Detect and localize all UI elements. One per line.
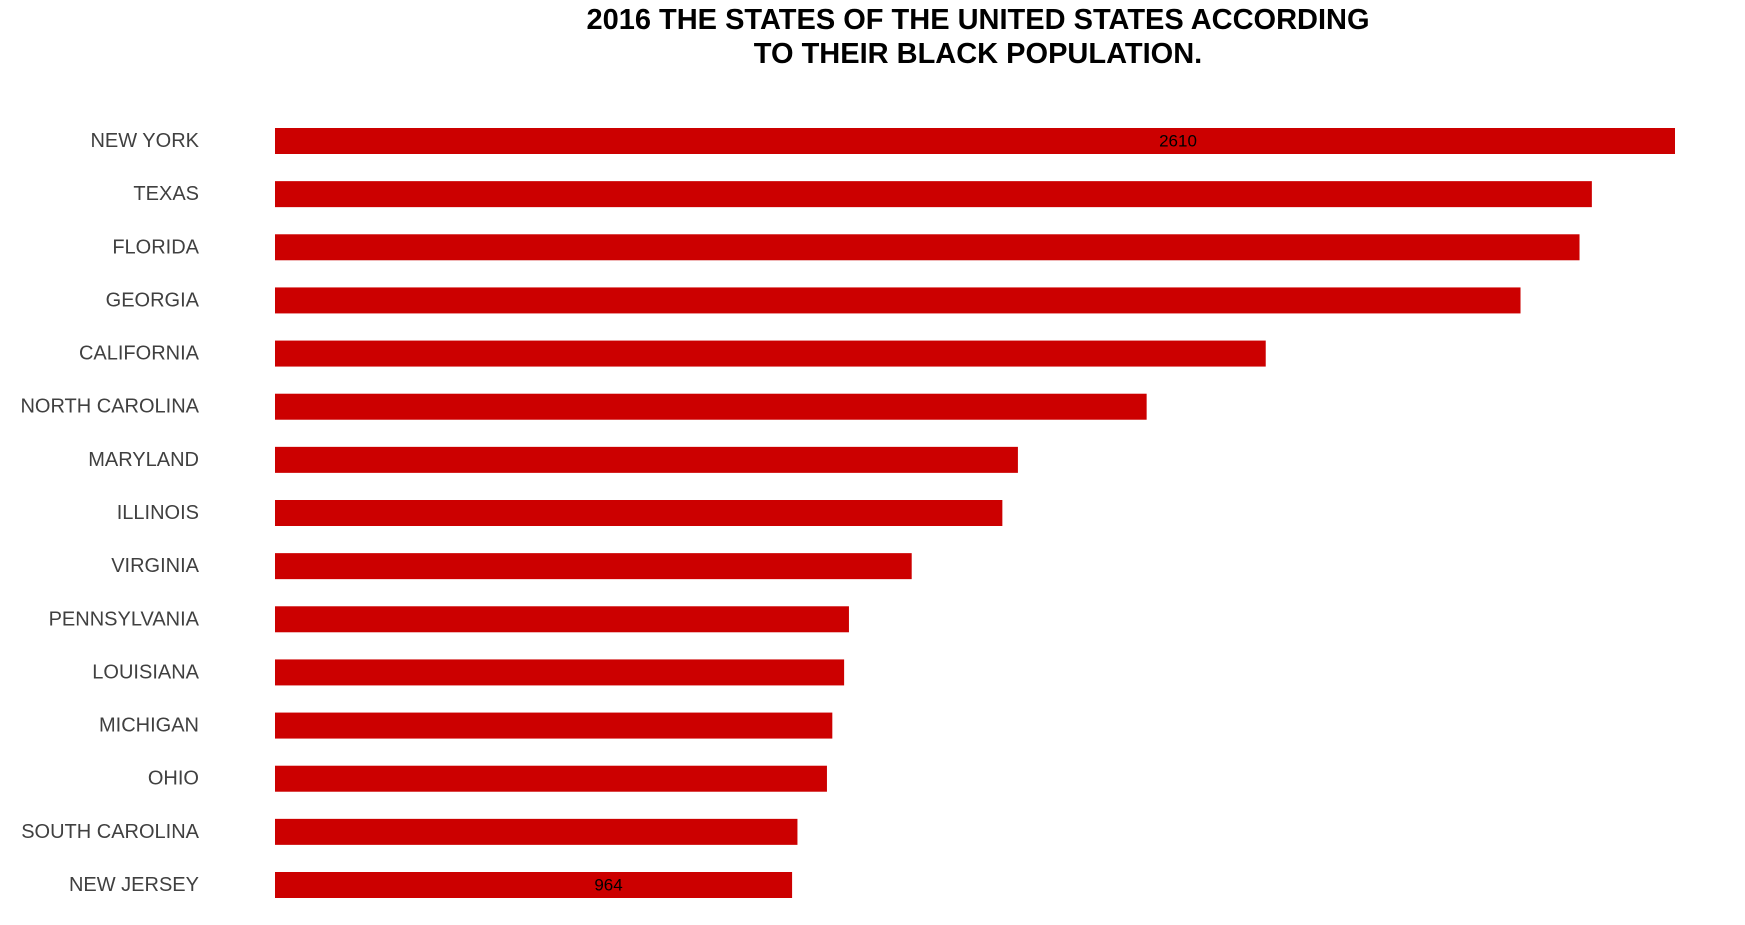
bar-new-jersey	[275, 872, 793, 898]
bar-new-york	[275, 128, 1675, 154]
bar-maryland	[275, 446, 1018, 473]
category-label-south-carolina: SOUTH CAROLINA	[21, 821, 199, 843]
bar-california	[275, 340, 1266, 367]
chart-title: 2016 THE STATES OF THE UNITED STATES ACC…	[586, 4, 1369, 70]
category-label-illinois: ILLINOIS	[117, 502, 199, 524]
data-label-new-york: 2610	[1159, 132, 1197, 151]
category-label-georgia: GEORGIA	[106, 289, 200, 311]
category-label-virginia: VIRGINIA	[111, 555, 199, 577]
category-label-north-carolina: NORTH CAROLINA	[20, 396, 199, 418]
bar-pennsylvania	[275, 606, 849, 633]
bar-south-carolina	[275, 818, 798, 845]
bar-ohio	[275, 765, 827, 792]
bars	[275, 128, 1675, 898]
category-label-pennsylvania: PENNSYLVANIA	[49, 608, 200, 630]
category-label-louisiana: LOUISIANA	[92, 661, 199, 683]
category-label-texas: TEXAS	[133, 183, 199, 205]
chart-title-line-2: TO THEIR BLACK POPULATION.	[754, 38, 1202, 70]
bar-illinois	[275, 500, 1003, 526]
chart-title-line-1: 2016 THE STATES OF THE UNITED STATES ACC…	[586, 4, 1369, 36]
category-label-florida: FLORIDA	[112, 236, 199, 258]
bar-florida	[275, 234, 1580, 261]
data-labels: 2610 964	[594, 132, 1197, 895]
category-label-new-jersey: NEW JERSEY	[69, 874, 199, 896]
category-label-ohio: OHIO	[148, 768, 199, 790]
bar-michigan	[275, 712, 833, 739]
bar-virginia	[275, 553, 912, 580]
bar-north-carolina	[275, 393, 1147, 420]
data-label-new-jersey: 964	[594, 876, 622, 895]
bar-texas	[275, 181, 1592, 208]
category-label-maryland: MARYLAND	[88, 449, 199, 471]
category-label-new-york: NEW YORK	[90, 130, 199, 152]
category-label-california: CALIFORNIA	[79, 343, 200, 365]
bar-louisiana	[275, 659, 845, 686]
bar-georgia	[275, 287, 1521, 314]
category-label-michigan: MICHIGAN	[99, 715, 199, 737]
category-labels: NEW YORK TEXAS FLORIDA GEORGIA CALIFORNIA NOR…	[20, 130, 199, 896]
